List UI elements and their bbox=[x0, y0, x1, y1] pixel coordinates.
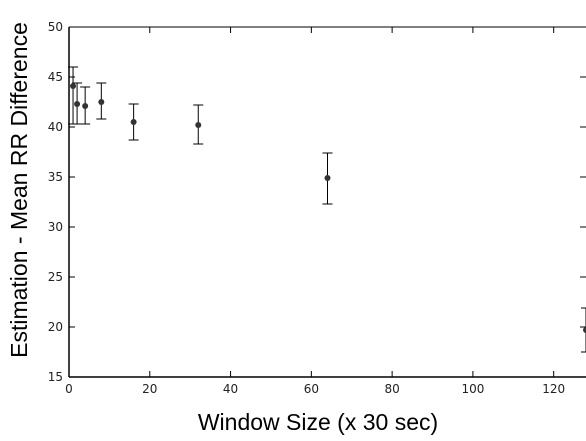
y-tick-label: 50 bbox=[48, 20, 63, 34]
data-point bbox=[324, 175, 331, 181]
y-axis-label: Estimation - Mean RR Difference bbox=[6, 22, 32, 358]
y-tick-label: 15 bbox=[48, 370, 63, 384]
x-tick-label: 20 bbox=[142, 382, 157, 396]
x-tick-label: 40 bbox=[223, 382, 238, 396]
y-tick-label: 30 bbox=[48, 220, 63, 234]
x-axis-label: Window Size (x 30 sec) bbox=[198, 409, 438, 435]
data-point bbox=[195, 122, 202, 128]
x-tick-label: 0 bbox=[65, 382, 73, 396]
error-bars bbox=[68, 66, 586, 353]
y-tick-label: 40 bbox=[48, 120, 63, 134]
x-tick-label: 120 bbox=[542, 382, 565, 396]
y-tick-label: 45 bbox=[48, 70, 63, 84]
data-points bbox=[70, 83, 586, 333]
y-tick-label: 20 bbox=[48, 320, 63, 334]
y-tick-label: 25 bbox=[48, 270, 63, 284]
data-point bbox=[82, 103, 89, 109]
axes bbox=[68, 26, 586, 378]
x-tick-label: 80 bbox=[384, 382, 399, 396]
y-tick-label: 35 bbox=[48, 170, 63, 184]
tick-labels: 0 20 40 60 80 100 120 15 20 25 30 35 40 45 50 bbox=[48, 20, 565, 396]
data-point bbox=[98, 99, 105, 105]
data-point bbox=[74, 101, 81, 107]
x-tick-label: 60 bbox=[304, 382, 319, 396]
ticks bbox=[68, 26, 586, 378]
data-point bbox=[130, 119, 137, 125]
data-point bbox=[583, 327, 586, 333]
data-point bbox=[70, 83, 77, 89]
x-tick-label: 100 bbox=[461, 382, 484, 396]
